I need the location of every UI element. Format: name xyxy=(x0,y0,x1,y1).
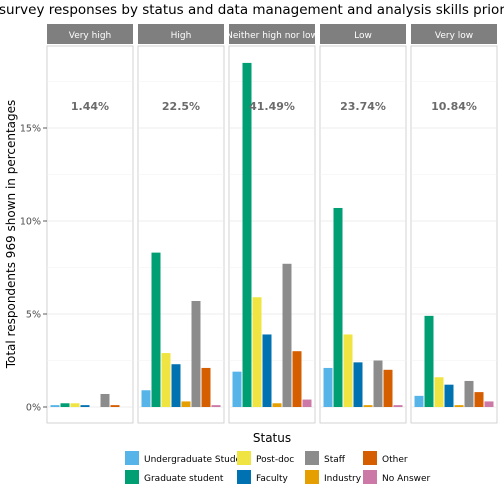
y-tick-label: 10% xyxy=(20,217,41,228)
panel-percentage-label: 41.49% xyxy=(249,100,295,113)
legend-item-industry: Industry xyxy=(305,470,362,484)
legend-item-no-answer: No Answer xyxy=(363,470,431,484)
bar-post-doc xyxy=(343,334,353,407)
panel-percentage-label: 23.74% xyxy=(340,100,386,113)
bar-graduate-student xyxy=(333,207,343,407)
facet-strip xyxy=(138,24,224,44)
legend-label: Graduate student xyxy=(144,474,224,484)
bar-graduate-student xyxy=(60,403,70,407)
facet-panels: Very high 1.44% High 22.5% Neither high nor … xyxy=(46,24,498,424)
y-tick-label: 15% xyxy=(20,124,41,135)
bar-faculty xyxy=(444,384,454,407)
bar-undergraduate-student xyxy=(141,390,151,407)
legend-swatch xyxy=(363,451,377,465)
bar-undergraduate-student xyxy=(232,371,242,407)
legend-item-graduate-student: Graduate student xyxy=(125,470,224,484)
legend-swatch xyxy=(237,470,251,484)
bar-staff xyxy=(282,263,292,407)
y-axis: 0% 5% 10% 15% xyxy=(20,124,47,414)
bar-staff xyxy=(373,360,383,407)
bar-no-answer xyxy=(302,399,312,407)
y-tick-label: 0% xyxy=(26,403,41,414)
bar-faculty xyxy=(262,334,272,407)
panel-high: High 22.5% xyxy=(137,24,225,424)
bar-graduate-student xyxy=(424,315,434,407)
bar-no-answer xyxy=(211,405,221,407)
panel-very-high: Very high 1.44% xyxy=(46,24,134,424)
facet-strip-label: Very high xyxy=(69,31,112,41)
bar-post-doc xyxy=(70,403,80,407)
bar-other xyxy=(201,367,211,407)
bar-faculty xyxy=(171,364,181,407)
legend-item-other: Other xyxy=(363,451,408,465)
panel-very-low: Very low 10.84% xyxy=(410,24,498,424)
facet-strip-label: Very low xyxy=(435,31,473,41)
legend: Undergraduate Student Graduate student Pos… xyxy=(125,451,431,484)
bar-industry xyxy=(272,403,282,407)
legend-swatch xyxy=(363,470,377,484)
legend-label: Undergraduate Student xyxy=(144,455,251,465)
legend-swatch xyxy=(237,451,251,465)
panel-percentage-label: 22.5% xyxy=(162,100,200,113)
bar-industry xyxy=(454,405,464,407)
panel-low: Low 23.74% xyxy=(319,24,407,424)
bar-other xyxy=(383,369,393,407)
legend-item-faculty: Faculty xyxy=(237,470,289,484)
bar-no-answer xyxy=(393,405,403,407)
facet-strip xyxy=(320,24,406,44)
bar-post-doc xyxy=(434,377,444,407)
legend-item-staff: Staff xyxy=(305,451,346,465)
panel-percentage-label: 10.84% xyxy=(431,100,477,113)
panel-neither-high-nor-low: Neither high nor low 41.49% xyxy=(226,24,318,424)
bar-undergraduate-student xyxy=(50,405,60,407)
bar-undergraduate-student xyxy=(414,395,424,407)
bar-staff xyxy=(464,380,474,407)
chart-title: Pre-survey responses by status and data … xyxy=(0,2,504,18)
bar-industry xyxy=(181,401,191,407)
bar-faculty xyxy=(80,405,90,407)
bar-other xyxy=(110,405,120,407)
facet-strip xyxy=(411,24,497,44)
legend-label: Post-doc xyxy=(256,455,294,465)
facet-strip xyxy=(47,24,133,44)
legend-label: Staff xyxy=(324,455,346,465)
legend-label: No Answer xyxy=(382,474,431,484)
bar-industry xyxy=(363,405,373,407)
bar-graduate-student xyxy=(242,62,252,408)
legend-swatch xyxy=(125,451,139,465)
panel-percentage-label: 1.44% xyxy=(71,100,109,113)
legend-swatch xyxy=(305,451,319,465)
bar-no-answer xyxy=(484,401,494,407)
y-axis-label: Total respondents 969 shown in percentag… xyxy=(4,100,18,370)
facet-strip-label: High xyxy=(171,31,192,41)
bar-post-doc xyxy=(252,297,262,407)
bar-post-doc xyxy=(161,353,171,407)
legend-label: Faculty xyxy=(256,474,289,484)
bar-graduate-student xyxy=(151,252,161,407)
panel-background xyxy=(46,45,134,424)
bar-other xyxy=(292,351,302,407)
legend-swatch xyxy=(125,470,139,484)
bar-staff xyxy=(100,393,110,407)
legend-item-undergraduate-student: Undergraduate Student xyxy=(125,451,251,465)
bar-other xyxy=(474,392,484,407)
bar-undergraduate-student xyxy=(323,367,333,407)
facet-strip xyxy=(229,24,315,44)
bar-faculty xyxy=(353,362,363,407)
legend-swatch xyxy=(305,470,319,484)
legend-item-post-doc: Post-doc xyxy=(237,451,294,465)
facet-strip-label: Neither high nor low xyxy=(226,31,318,41)
x-axis-label: Status xyxy=(253,431,291,445)
legend-label: Other xyxy=(382,455,408,465)
y-tick-label: 5% xyxy=(26,310,41,321)
legend-label: Industry xyxy=(324,474,362,484)
facet-strip-label: Low xyxy=(354,31,372,41)
bar-staff xyxy=(191,300,201,407)
